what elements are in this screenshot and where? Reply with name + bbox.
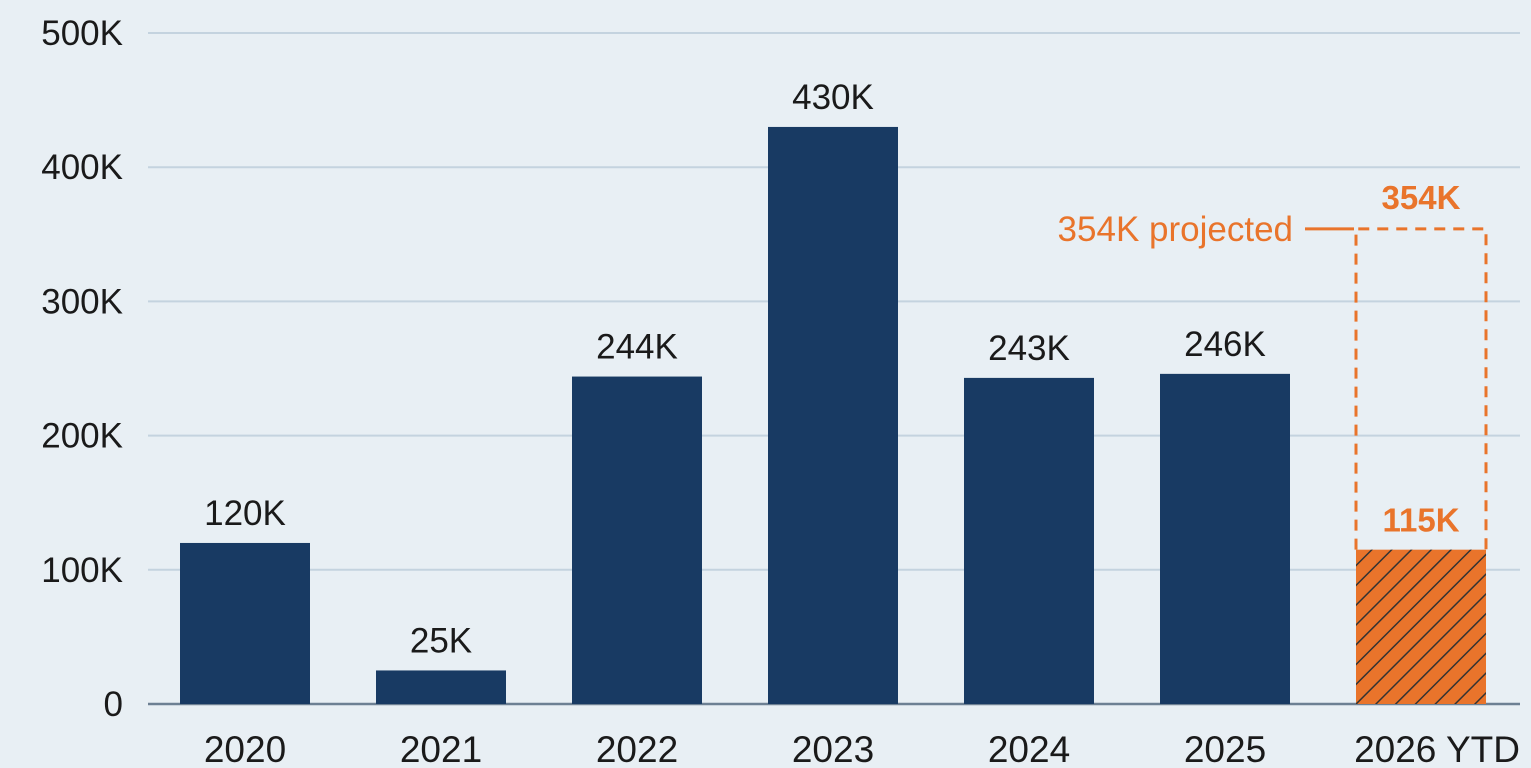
bar-value-label: 246K xyxy=(1184,325,1266,364)
x-category-label: 2021 xyxy=(400,729,482,768)
projected-dashed-outline xyxy=(1354,227,1488,550)
x-category-label: 2024 xyxy=(988,729,1070,768)
bar xyxy=(376,670,506,704)
bar-value-label: 120K xyxy=(204,494,286,533)
y-tick-label: 0 xyxy=(104,685,123,724)
bar xyxy=(964,377,1094,704)
x-category-label: 2026 YTD xyxy=(1354,729,1520,768)
y-tick-label: 300K xyxy=(41,282,123,321)
projection-annotation: 354K projected 354K xyxy=(1058,179,1488,550)
bar xyxy=(572,376,702,704)
y-tick-label: 400K xyxy=(41,148,123,187)
x-category-label: 2025 xyxy=(1184,729,1266,768)
x-category-label: 2023 xyxy=(792,729,874,768)
bar xyxy=(180,542,310,704)
bar xyxy=(1160,373,1290,704)
y-tick-label: 500K xyxy=(41,14,123,53)
bar xyxy=(768,126,898,704)
projected-annotation-label: 354K projected xyxy=(1058,210,1293,249)
projected-value-label: 354K xyxy=(1382,179,1461,216)
y-tick-label: 100K xyxy=(41,551,123,590)
bar-value-label: 243K xyxy=(988,329,1070,368)
bar-hatch-overlay xyxy=(1356,549,1486,704)
x-category-label: 2022 xyxy=(596,729,678,768)
x-axis-category-labels: 2020 2021 2022 2023 2024 2025 2026 YTD xyxy=(204,729,1520,768)
bar-value-label: 244K xyxy=(596,328,678,367)
y-tick-label: 200K xyxy=(41,417,123,456)
x-category-label: 2020 xyxy=(204,729,286,768)
bar-value-label: 25K xyxy=(410,621,472,660)
y-axis-tick-labels: 0 100K 200K 300K 400K 500K xyxy=(41,14,123,724)
ytd-value-label: 115K xyxy=(1382,502,1459,539)
bars xyxy=(180,126,1486,704)
value-labels: 120K 25K 244K 430K 243K 246K 115K xyxy=(204,78,1460,661)
bar-value-label: 430K xyxy=(792,78,874,117)
